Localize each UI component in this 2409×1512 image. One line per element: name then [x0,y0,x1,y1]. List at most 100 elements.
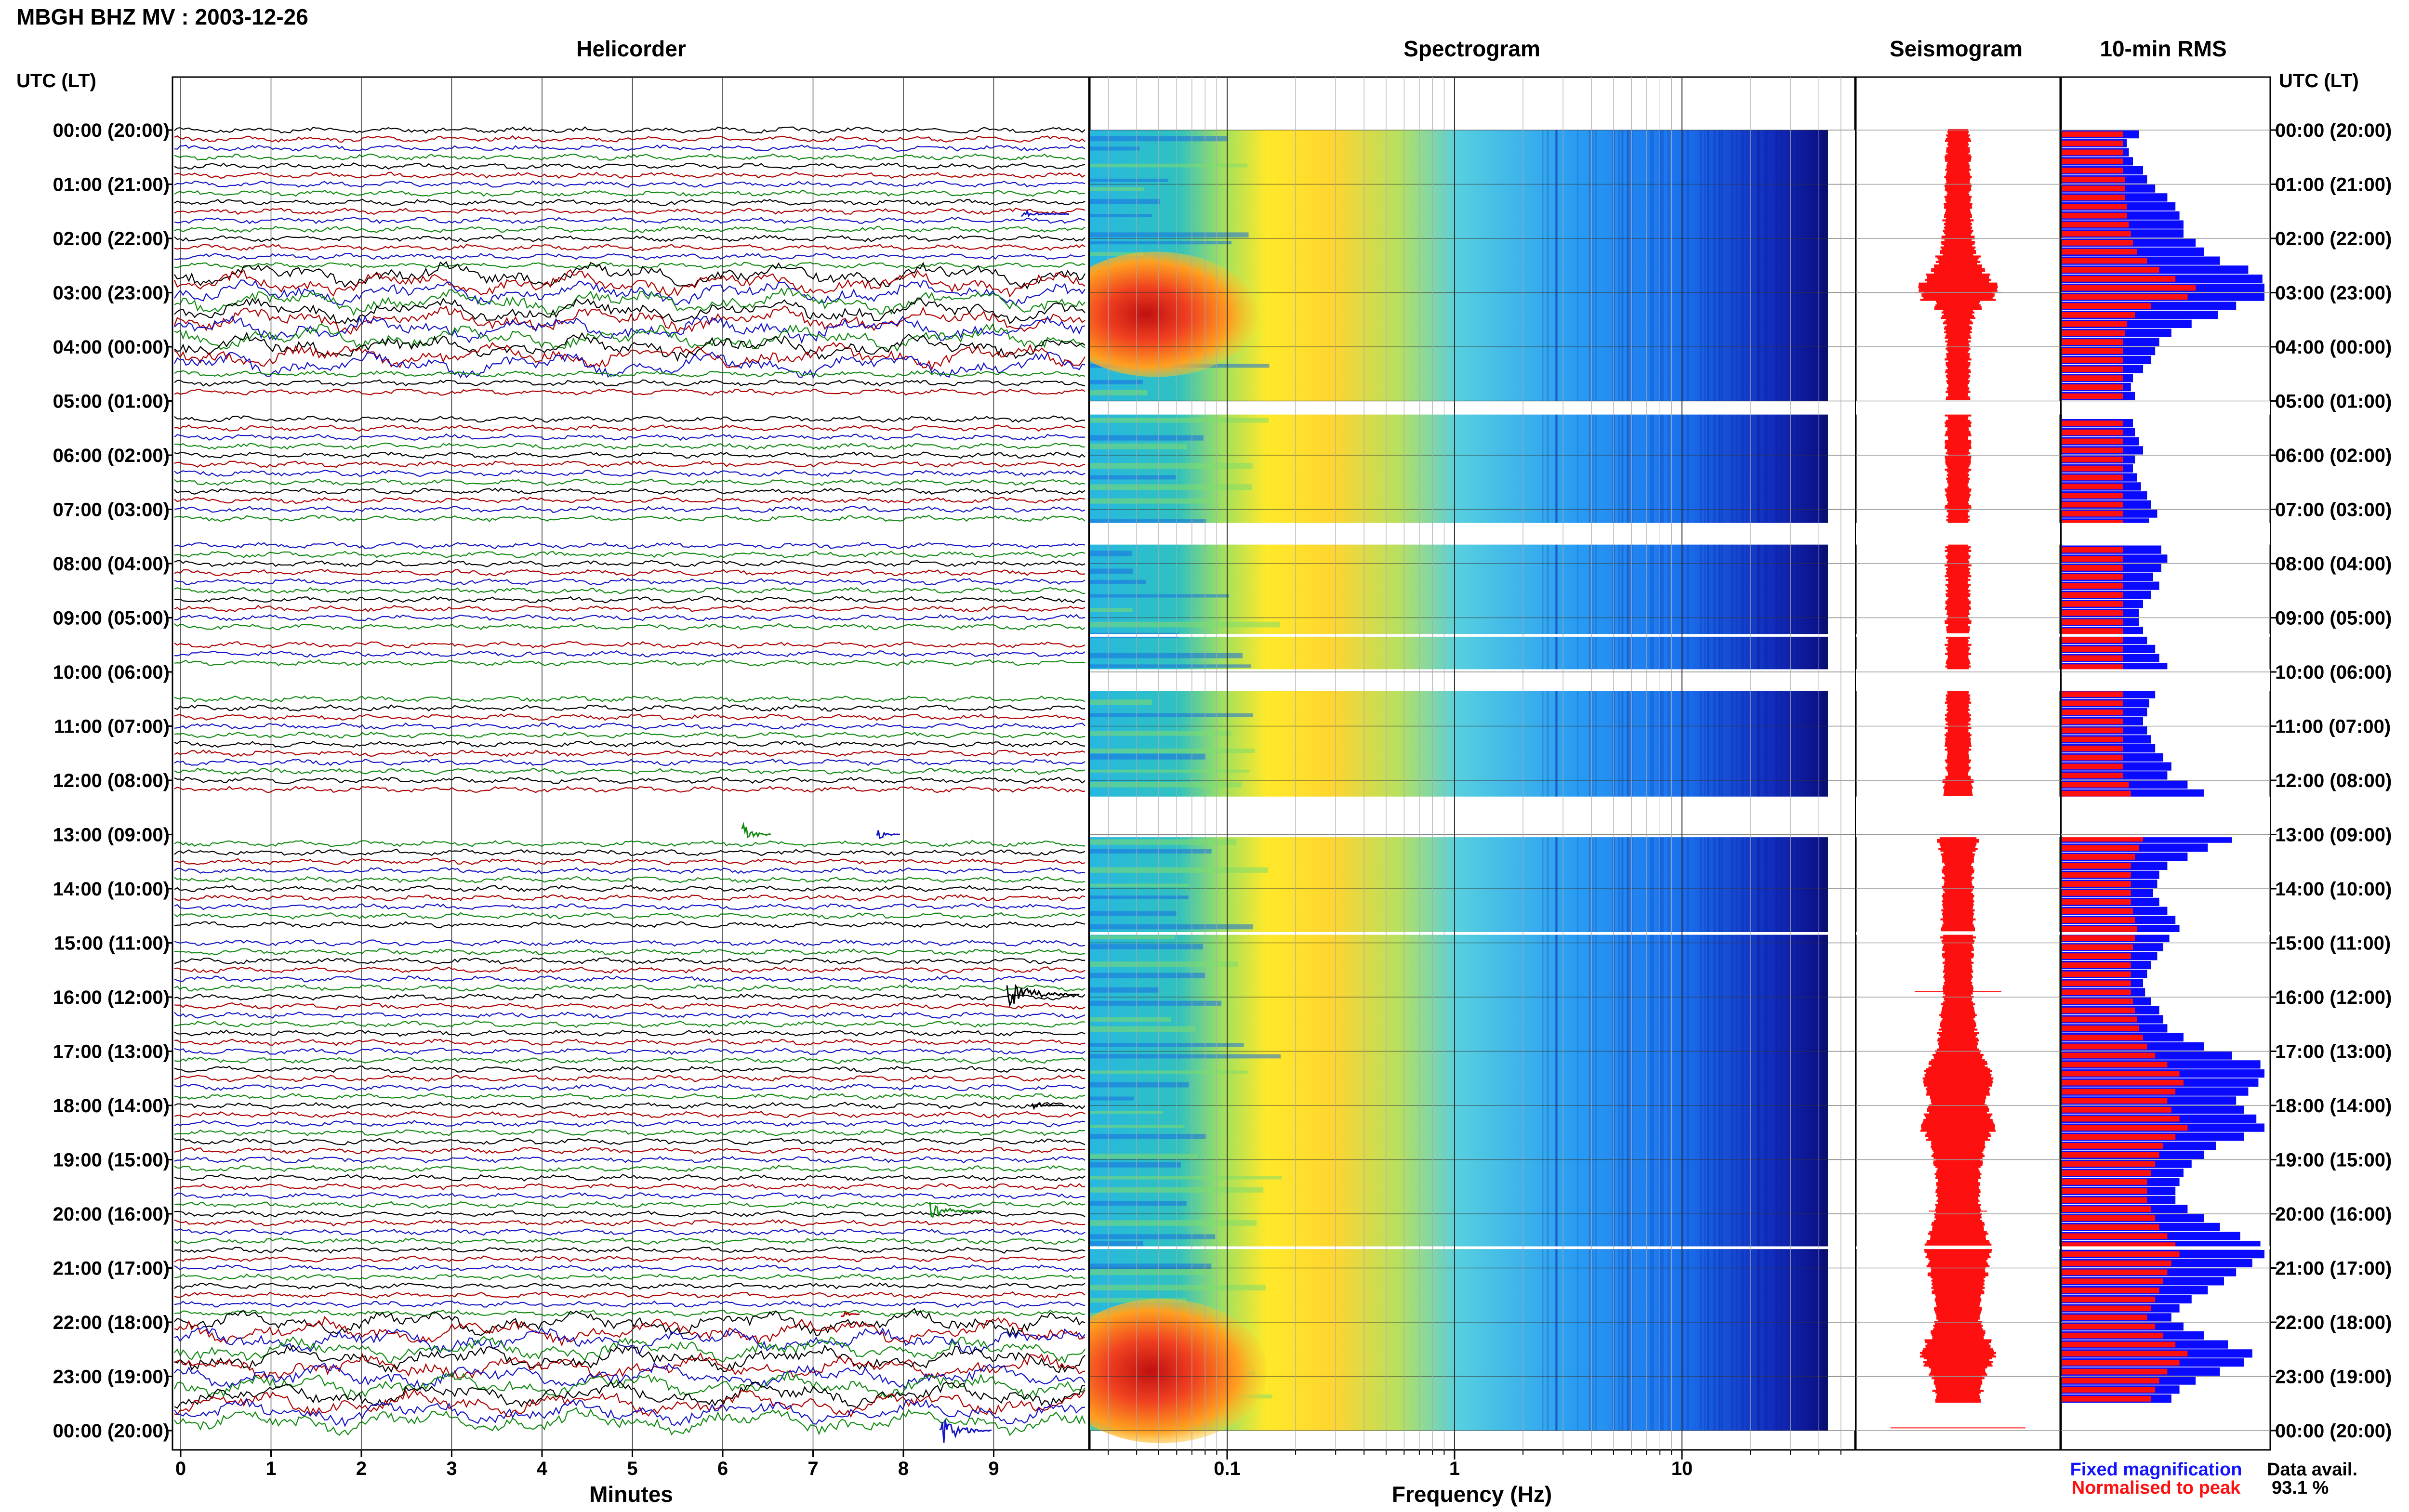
spectrogram-band [1090,944,1203,949]
helicorder-trace [174,350,1085,379]
spectrogram-band [1090,713,1253,717]
rms-normalised-bar [2062,691,2123,697]
time-label-right: 05:00 (01:00) [2275,391,2392,412]
time-label-left: 03:00 (23:00) [53,283,170,304]
rms-normalised-bar [2062,610,2123,616]
helicorder-trace [174,1326,1085,1355]
spectrogram-gap [1090,669,1855,691]
rms-normalised-bar [2062,989,2131,995]
helicorder-trace [174,505,1085,513]
spectrogram-band [1090,568,1133,574]
spectrogram-gap [1090,796,1855,838]
helicorder-trace [174,1011,1085,1019]
rms-normalised-bar [2062,1233,2168,1239]
utc-axis-label-left: UTC (LT) [16,70,96,92]
rms-normalised-bar [2062,935,2135,941]
rms-normalised-bar [2062,953,2131,959]
rms-normalised-bar [2062,646,2123,652]
spectrogram-band [1090,749,1255,753]
rms-normalised-bar [2062,493,2123,499]
seismogram-title: Seismogram [1889,36,2023,61]
helicorder-trace [174,1138,1085,1145]
time-label-right: 14:00 (10:00) [2275,879,2392,900]
legend-normalised-to-peak: Normalised to peak [2071,1478,2241,1498]
rms-normalised-bar [2062,1071,2180,1077]
spectrogram-band [1090,1263,1212,1269]
spectrogram-title: Spectrogram [1403,36,1540,61]
helicorder-trace [174,605,1085,613]
time-label-left: 22:00 (18:00) [53,1312,170,1333]
spectrogram-band [1090,390,1148,395]
time-label-right: 00:00 (20:00) [2275,1420,2392,1442]
helicorder-trace [174,1056,1085,1064]
time-label-left: 16:00 (12:00) [53,987,170,1008]
rms-normalised-bar [2062,1324,2156,1329]
rms-normalised-bar [2062,1089,2176,1095]
helicorder-trace [174,1336,1085,1364]
time-label-right: 23:00 (19:00) [2275,1367,2392,1388]
helicorder-trace [174,487,1085,495]
time-label-right: 22:00 (18:00) [2275,1312,2392,1333]
helicorder-trace [174,885,1085,893]
time-label-left: 00:00 (20:00) [53,120,170,141]
helicorder-event [741,821,771,839]
rms-normalised-bar [2062,574,2123,580]
spectrogram-hotspot [1090,251,1257,377]
rms-normalised-bar [2062,393,2123,399]
rms-normalised-bar [2062,773,2123,778]
rms-normalised-bar [2062,158,2123,164]
spectrogram-gap [1090,634,1855,637]
rms-frame [2060,76,2271,1451]
time-label-left: 18:00 (14:00) [53,1095,170,1117]
time-label-left: 13:00 (09:00) [53,825,170,846]
helicorder-trace [174,469,1085,477]
rms-normalised-bar [2062,285,2196,291]
helicorder-trace [174,1210,1085,1218]
spectrogram-band [1090,1017,1171,1022]
time-label-right: 03:00 (23:00) [2275,283,2392,304]
helicorder-trace [174,478,1085,486]
helicorder-trace [174,442,1085,450]
helicorder-frame [172,76,1090,1451]
rms-normalised-bar [2062,664,2123,670]
rms-normalised-bar [2062,1351,2188,1356]
helicorder-trace [174,497,1085,504]
rms-normalised-bar [2062,1242,2176,1248]
spectrogram-band [1090,1000,1222,1006]
rms-normalised-bar [2062,1206,2151,1212]
helicorder-trace [174,876,1085,883]
time-label-left: 12:00 (08:00) [53,770,170,791]
time-label-right: 07:00 (03:00) [2275,500,2392,521]
helicorder-event [1006,984,1080,1008]
helicorder-trace [174,126,1085,134]
helicorder-trace [174,695,1085,703]
helicorder-trace [174,460,1085,468]
spectrogram-band [1090,1176,1282,1180]
rms-normalised-bar [2062,619,2123,625]
time-label-left: 23:00 (19:00) [53,1367,170,1388]
rms-normalised-bar [2062,999,2133,1004]
rms-normalised-bar [2062,583,2123,589]
time-label-left: 02:00 (22:00) [53,228,170,250]
spectrogram-band [1090,232,1249,237]
rms-normalised-bar [2062,1026,2139,1031]
rms-normalised-bar [2062,890,2131,896]
spectrogram-gap [1090,932,1855,935]
time-label-right: 16:00 (12:00) [2275,987,2392,1008]
helicorder-trace [174,1255,1085,1263]
rms-normalised-bar [2062,1188,2147,1194]
rms-normalised-bar [2062,501,2123,508]
helicorder-trace [174,1156,1085,1164]
helicorder-trace [174,1316,1085,1347]
helicorder-trace [174,208,1085,215]
time-label-left: 17:00 (13:00) [53,1041,170,1063]
helicorder-trace [174,948,1085,956]
rms-normalised-bar [2062,872,2131,878]
spectrogram-band [1090,1070,1248,1074]
helicorder-trace [174,171,1085,179]
helicorder-trace [174,1380,1085,1409]
spectrogram-gap [1090,1246,1855,1249]
rms-normalised-bar [2062,556,2123,562]
time-label-right: 18:00 (14:00) [2275,1095,2392,1117]
rms-normalised-bar [2062,1197,2147,1203]
